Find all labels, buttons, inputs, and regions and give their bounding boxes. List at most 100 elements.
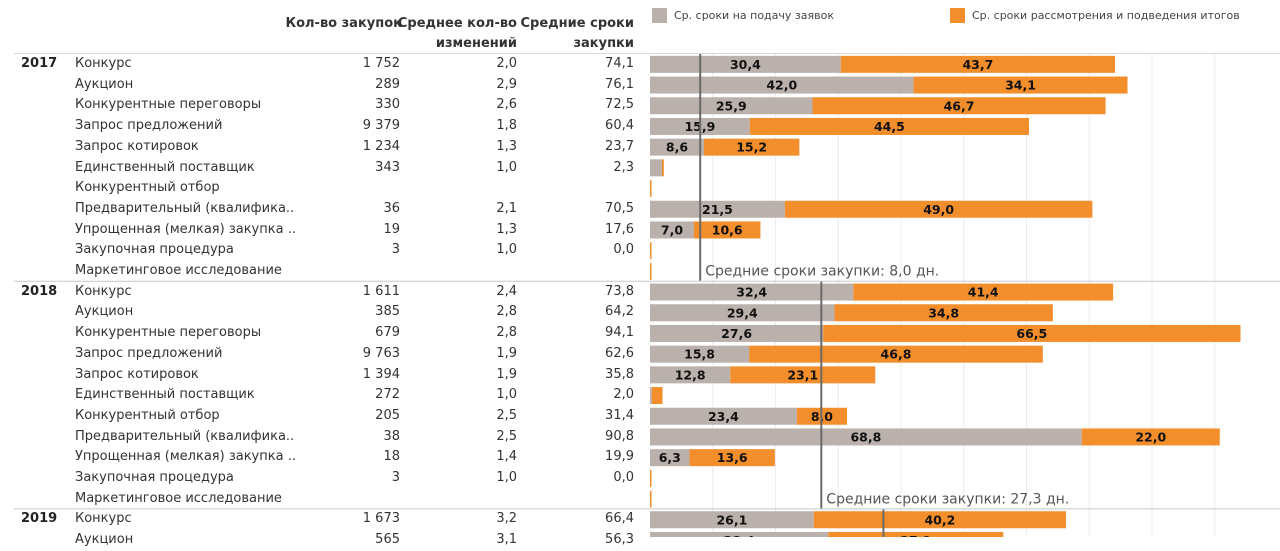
count-cell: 36 xyxy=(383,200,400,216)
duration-cell: 23,7 xyxy=(605,138,634,154)
count-cell: 18 xyxy=(383,449,400,465)
duration-cell: 62,6 xyxy=(605,345,634,361)
duration-cell: 94,1 xyxy=(605,325,634,341)
table-row[interactable]: Конкурентный отбор xyxy=(0,178,1280,199)
duration-cell: 17,6 xyxy=(605,221,634,237)
table-row[interactable]: Упрощенная (мелкая) закупка .. 19 1,3 17,6 xyxy=(0,220,1280,241)
bar-label-submit: 15,8 xyxy=(684,347,715,362)
bar-label-review: 22,0 xyxy=(1135,429,1166,444)
bar-review xyxy=(840,55,1115,73)
table-row[interactable]: Конкурентные переговоры 679 2,8 94,1 xyxy=(0,323,1280,344)
count-cell: 1 673 xyxy=(362,511,400,527)
bar-label-review: 34,8 xyxy=(928,305,959,320)
bar-label-submit: 8,6 xyxy=(666,140,688,155)
legend-item-review[interactable]: Ср. сроки рассмотрения и подведения итог… xyxy=(950,8,1240,23)
bar-review xyxy=(812,97,1106,115)
bar-review xyxy=(813,511,1067,529)
bar-label-review: 44,5 xyxy=(874,119,905,134)
count-cell: 330 xyxy=(375,97,400,113)
header-duration-line-2: закупки xyxy=(573,36,634,51)
header-changes-line-1: Среднее кол-во xyxy=(397,16,517,31)
table-row[interactable]: 2017 Конкурс 1 752 2,0 74,1 xyxy=(0,54,1280,75)
table-row[interactable]: Запрос предложений 9 379 1,8 60,4 xyxy=(0,116,1280,137)
table-row[interactable]: Конкурентный отбор 205 2,5 31,4 xyxy=(0,406,1280,427)
duration-cell: 31,4 xyxy=(605,407,634,423)
duration-cell: 72,5 xyxy=(605,97,634,113)
table-row[interactable]: Закупочная процедура 3 1,0 0,0 xyxy=(0,468,1280,489)
count-cell: 679 xyxy=(375,325,400,341)
table-row[interactable]: Предварительный (квалифика.. 36 2,1 70,5 xyxy=(0,199,1280,220)
bar-label-review: 46,8 xyxy=(881,347,912,362)
bar-label-submit: 25,9 xyxy=(716,98,747,113)
count-cell: 38 xyxy=(383,428,400,444)
bar-submit xyxy=(650,366,731,384)
count-cell: 9 379 xyxy=(362,118,400,134)
bar-submit xyxy=(650,511,814,529)
table-row[interactable]: Запрос котировок 1 234 1,3 23,7 xyxy=(0,137,1280,158)
bar-submit xyxy=(650,304,835,322)
method-label: Запрос предложений xyxy=(75,118,223,134)
method-label: Конкурентный отбор xyxy=(75,407,220,423)
method-label: Конкурентные переговоры xyxy=(75,325,262,341)
table-row[interactable]: Маркетинговое исследование xyxy=(0,261,1280,282)
duration-cell: 0,0 xyxy=(613,242,634,258)
table-row[interactable]: 2019 Конкурс 1 673 3,2 66,4 xyxy=(0,509,1280,530)
table-row[interactable]: Запрос котировок 1 394 1,9 35,8 xyxy=(0,365,1280,386)
bar-submit xyxy=(650,324,824,342)
bar-review xyxy=(749,117,1030,135)
changes-cell: 2,6 xyxy=(496,97,517,113)
changes-cell: 2,5 xyxy=(496,407,517,423)
changes-cell: 2,8 xyxy=(496,304,517,320)
bar-empty xyxy=(650,242,652,260)
table-row[interactable]: Маркетинговое исследование xyxy=(0,489,1280,510)
table-row[interactable]: Упрощенная (мелкая) закупка .. 18 1,4 19,9 xyxy=(0,447,1280,468)
bar-submit xyxy=(650,531,829,537)
bar-submit xyxy=(650,387,652,405)
method-label: Конкурс xyxy=(75,283,132,299)
count-cell: 3 xyxy=(391,242,400,258)
bar-label-review: 10,6 xyxy=(712,222,743,237)
header-duration-line-1: Средние сроки xyxy=(520,16,634,31)
legend-item-submit[interactable]: Ср. сроки на подачу заявок xyxy=(652,8,834,23)
table-row[interactable]: Аукцион 385 2,8 64,2 xyxy=(0,302,1280,323)
table-row[interactable]: Конкурентные переговоры 330 2,6 72,5 xyxy=(0,95,1280,116)
method-label: Закупочная процедура xyxy=(75,470,234,485)
bar-empty xyxy=(650,180,652,198)
bar-label-submit: 29,4 xyxy=(727,305,758,320)
table-row[interactable]: Единственный поставщик 343 1,0 2,3 xyxy=(0,158,1280,179)
bar-submit xyxy=(650,221,694,239)
method-label: Упрощенная (мелкая) закупка .. xyxy=(75,221,296,237)
duration-cell: 0,0 xyxy=(613,470,634,485)
bar-label-submit: 21,5 xyxy=(702,202,733,217)
bar-review xyxy=(828,531,1004,537)
table-row[interactable]: Закупочная процедура 3 1,0 0,0 xyxy=(0,240,1280,261)
method-label: Предварительный (квалифика.. xyxy=(75,200,295,216)
bar-review xyxy=(703,138,800,156)
changes-cell: 2,4 xyxy=(496,283,517,299)
table-row[interactable]: Запрос предложений 9 763 1,9 62,6 xyxy=(0,344,1280,365)
changes-cell: 1,3 xyxy=(496,221,517,237)
method-label: Единственный поставщик xyxy=(75,159,255,175)
bar-label-submit: 12,8 xyxy=(675,367,706,382)
table-row[interactable]: Предварительный (квалифика.. 38 2,5 90,8 xyxy=(0,427,1280,448)
bar-review xyxy=(823,324,1241,342)
table-row[interactable]: Аукцион 289 2,9 76,1 xyxy=(0,75,1280,96)
changes-cell: 2,8 xyxy=(496,325,517,341)
table-row[interactable]: Единственный поставщик 272 1,0 2,0 xyxy=(0,385,1280,406)
year-label: 2018 xyxy=(21,283,58,299)
bar-label-review: 66,5 xyxy=(1016,326,1047,341)
bar-label-submit: 23,4 xyxy=(708,409,739,424)
count-cell: 1 611 xyxy=(362,283,400,299)
bar-label-review: 43,7 xyxy=(962,57,993,72)
bar-review xyxy=(913,76,1128,94)
duration-cell: 76,1 xyxy=(605,76,634,92)
changes-cell: 1,4 xyxy=(496,449,517,465)
header-count-line: Кол-во закупок xyxy=(285,16,402,31)
changes-cell: 2,9 xyxy=(496,76,517,92)
year-label: 2019 xyxy=(21,511,58,527)
table-row[interactable]: 2018 Конкурс 1 611 2,4 73,8 xyxy=(0,282,1280,303)
changes-cell: 1,0 xyxy=(496,470,517,485)
method-label: Предварительный (квалифика.. xyxy=(75,428,295,444)
header-count: Кол-во закупок xyxy=(285,14,402,34)
method-label: Закупочная процедура xyxy=(75,242,234,258)
